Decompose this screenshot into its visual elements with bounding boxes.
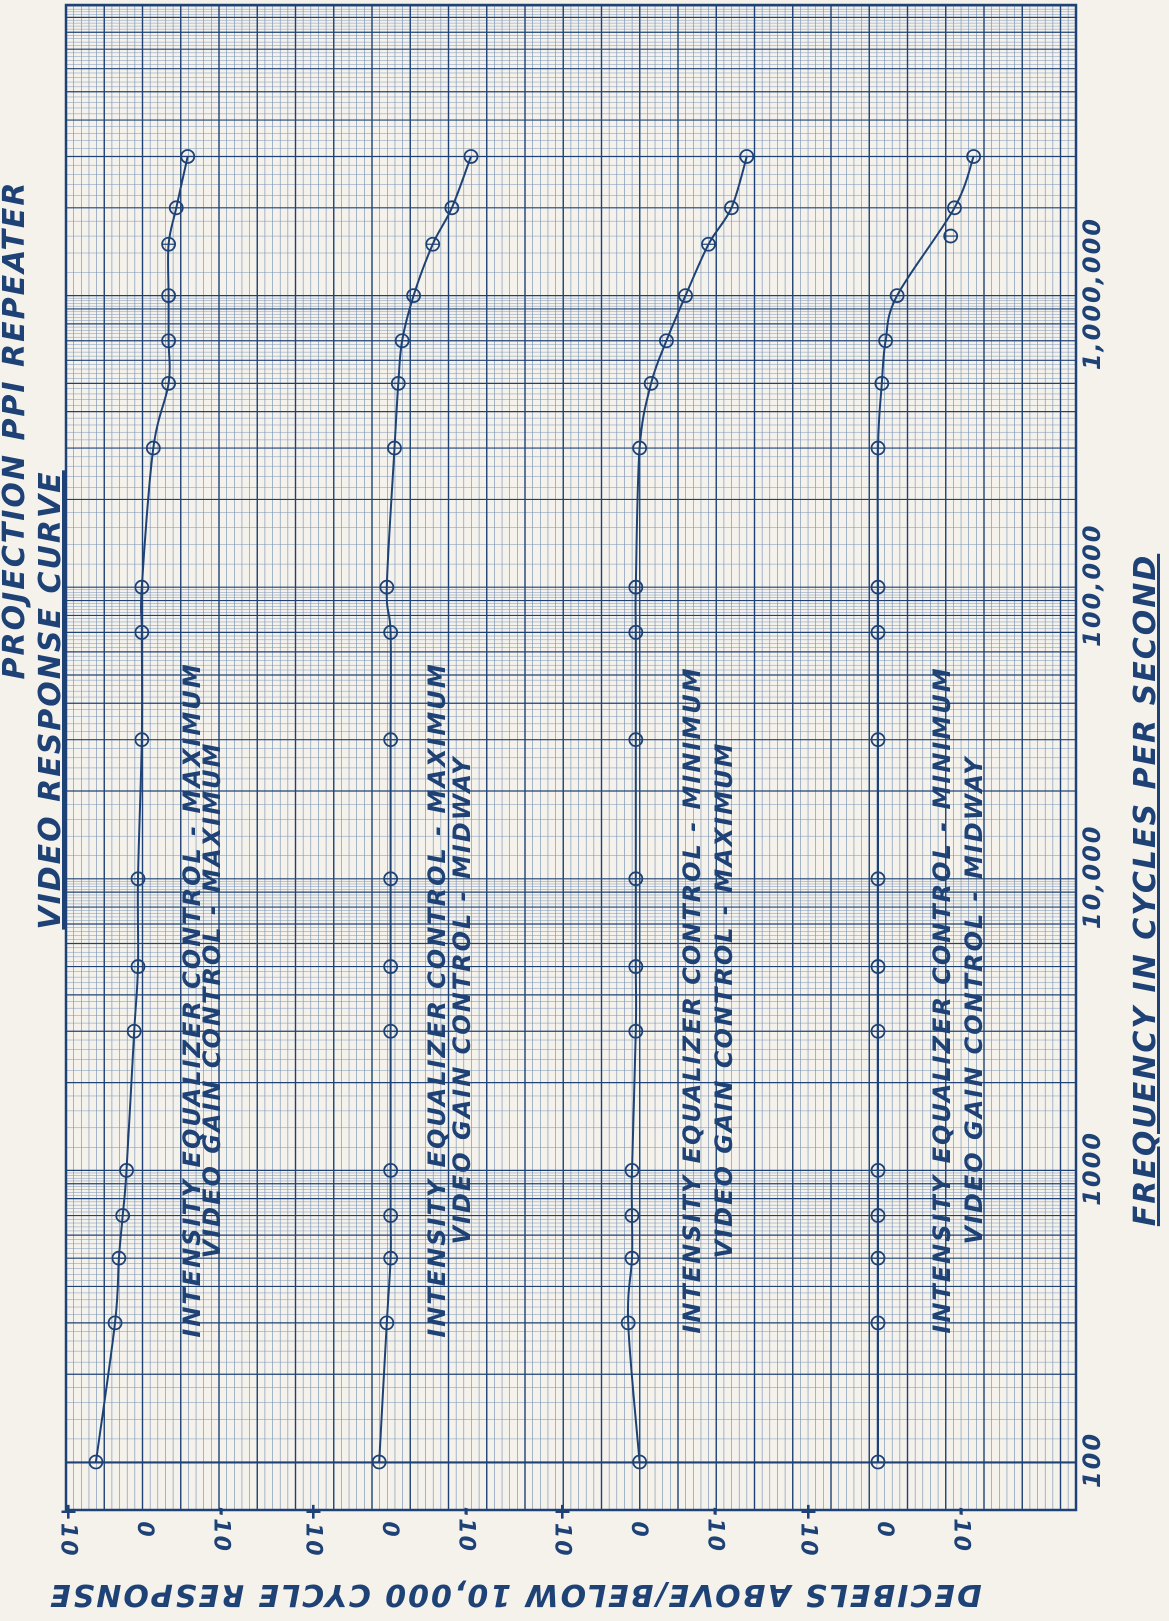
y-tick-label: 0 xyxy=(626,1521,651,1538)
y-tick-label: 0 xyxy=(872,1521,897,1538)
series-label-3-line2: VIDEO GAIN CONTROL - MAXIMUM xyxy=(710,742,738,1259)
curves xyxy=(88,149,982,1470)
chart-subtitle: VIDEO RESPONSE CURVE xyxy=(33,470,68,929)
y-tick-label: -10 xyxy=(703,1507,728,1553)
x-tick-label: 1,000,000 xyxy=(1078,217,1106,370)
y-tick-label: 0 xyxy=(132,1521,157,1538)
y-tick-label: -10 xyxy=(209,1507,234,1553)
series-line-4 xyxy=(876,156,975,1462)
y-tick-label: +10 xyxy=(56,1502,81,1557)
x-tick-label: 1000 xyxy=(1078,1131,1106,1206)
y-tick-label: -10 xyxy=(949,1507,974,1553)
series-label-1-line2: VIDEO GAIN CONTROL - MAXIMUM xyxy=(198,742,226,1259)
y-tick-label: +10 xyxy=(550,1502,575,1557)
series-label-1-line1: INTENSITY EQUALIZER CONTROL - MAXIMUM xyxy=(178,662,206,1337)
series-label-3-line1: INTENSITY EQUALIZER CONTROL - MINIMUM xyxy=(678,666,706,1333)
y-tick-label: 0 xyxy=(377,1521,402,1538)
y-tick-label: +10 xyxy=(796,1502,821,1557)
plot-frame xyxy=(64,3,1078,1512)
y-tick-label: +10 xyxy=(301,1502,326,1557)
series-label-4-line2: VIDEO GAIN CONTROL - MIDWAY xyxy=(960,755,988,1245)
chart-title: PROJECTION PPI REPEATER xyxy=(0,180,32,679)
series-label-2-line2: VIDEO GAIN CONTROL - MIDWAY xyxy=(448,755,476,1245)
x-tick-label: 100,000 xyxy=(1078,524,1106,647)
y-axis-title: DECIBELS ABOVE/BELOW 10,000 CYCLE RESPON… xyxy=(48,1577,982,1612)
x-axis-title: FREQUENCY IN CYCLES PER SECOND xyxy=(1128,554,1163,1226)
tick-labels: 100 1000 10,000 100,000 1,000,000 +10 0 -10 +10 0… xyxy=(56,217,1107,1558)
x-tick-label: 10,000 xyxy=(1078,824,1106,929)
y-tick-label: -10 xyxy=(454,1507,479,1553)
series-label-4-line1: INTENSITY EQUALIZER CONTROL - MINIMUM xyxy=(928,666,956,1333)
x-tick-label: 100 xyxy=(1078,1432,1106,1488)
series-label-2-line1: INTENSITY EQUALIZER CONTROL - MAXIMUM xyxy=(423,662,451,1337)
series-labels: INTENSITY EQUALIZER CONTROL - MAXIMUMVID… xyxy=(178,662,988,1337)
grid-major xyxy=(65,5,1076,1510)
